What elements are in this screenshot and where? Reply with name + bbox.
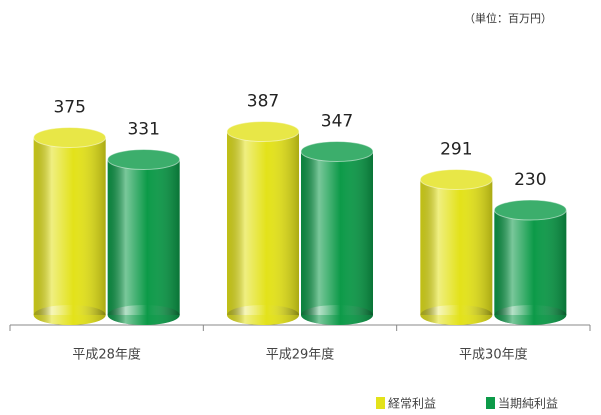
bar-body-shade bbox=[33, 137, 106, 315]
bar-top-light bbox=[494, 200, 567, 220]
legend-label: 当期純利益 bbox=[498, 397, 558, 411]
bar bbox=[493, 199, 567, 325]
value-label: 331 bbox=[127, 120, 159, 140]
x-tick-label: 平成28年度 bbox=[72, 347, 141, 363]
value-label: 375 bbox=[53, 98, 85, 118]
bar-top-light bbox=[420, 169, 493, 190]
bar bbox=[226, 121, 300, 325]
bar-body-shade bbox=[420, 179, 493, 315]
bar-top bbox=[419, 169, 493, 190]
bar-top bbox=[33, 127, 107, 148]
legend-swatch bbox=[376, 397, 385, 409]
bar-top bbox=[300, 141, 374, 162]
legend-label: 経常利益 bbox=[388, 397, 436, 411]
value-label: 230 bbox=[514, 170, 546, 190]
x-tick-label: 平成30年度 bbox=[459, 347, 528, 363]
x-tick-label: 平成29年度 bbox=[266, 347, 335, 363]
unit-label: （単位：百万円） bbox=[464, 11, 552, 25]
bar-top bbox=[107, 149, 181, 170]
bar bbox=[107, 149, 181, 325]
legend-swatch bbox=[486, 397, 495, 409]
bar-top-light bbox=[107, 149, 180, 170]
bar-body-shade bbox=[494, 210, 567, 315]
value-label: 291 bbox=[440, 140, 472, 160]
bar bbox=[419, 169, 493, 325]
bar-top-light bbox=[227, 121, 299, 142]
bar-top bbox=[226, 121, 300, 142]
bar-top bbox=[493, 199, 567, 221]
bar bbox=[300, 141, 374, 325]
bar-top-light bbox=[33, 127, 106, 148]
bar-body-shade bbox=[301, 151, 373, 315]
bar-top-light bbox=[301, 141, 373, 162]
value-label: 387 bbox=[247, 92, 279, 112]
bar bbox=[33, 127, 107, 325]
bar-body-shade bbox=[107, 159, 180, 315]
bar-body-shade bbox=[227, 131, 299, 315]
value-label: 347 bbox=[321, 112, 353, 132]
